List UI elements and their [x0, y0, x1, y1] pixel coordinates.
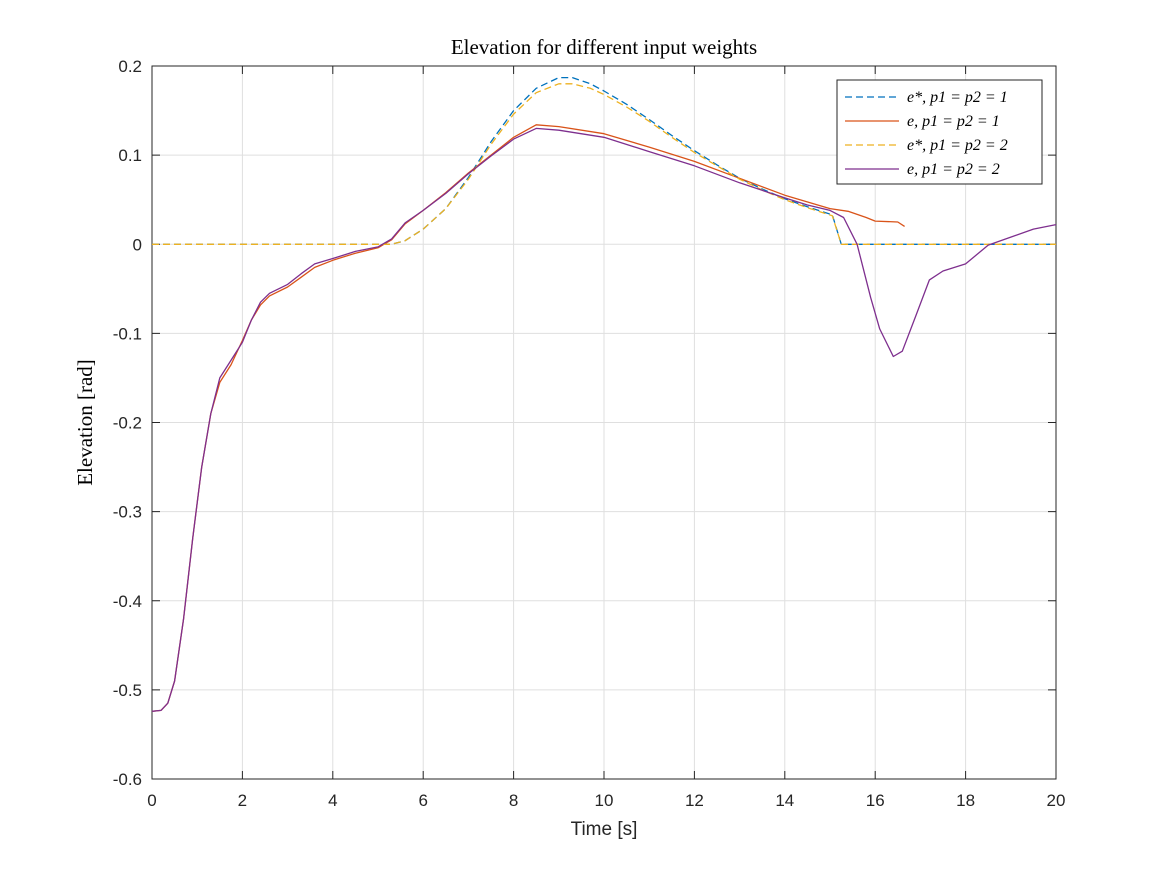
x-tick-label: 6 [418, 791, 427, 810]
legend: e*, p1 = p2 = 1 e, p1 = p2 = 1 e*, p1 = p2… [836, 79, 1043, 185]
x-axis-label: Time [s] [571, 819, 638, 840]
legend-label: e, p1 = p2 = 1 [907, 113, 1000, 130]
legend-label: e*, p1 = p2 = 2 [907, 137, 1008, 154]
x-tick-label: 14 [775, 791, 794, 810]
y-tick-label: -0.1 [113, 324, 142, 343]
series-line-4 [151, 127, 1057, 712]
y-tick-label: -0.3 [113, 503, 142, 522]
x-tick-label: 0 [147, 791, 156, 810]
x-tick-label: 16 [866, 791, 885, 810]
x-tick-label: 8 [509, 791, 518, 810]
axis-ticks: 0 2 4 6 8 10 12 14 16 18 20 0.2 0.1 0 -0.1 -0.2 -0.3 -0.4… [113, 57, 1066, 810]
y-tick-label: -0.5 [113, 681, 142, 700]
y-tick-label: 0.1 [118, 146, 142, 165]
x-tick-label: 2 [238, 791, 247, 810]
x-tick-label: 18 [956, 791, 975, 810]
y-tick-label: -0.2 [113, 414, 142, 433]
y-axis-label: Elevation [rad] [73, 359, 97, 486]
chart-title: Elevation for different input weights [451, 35, 757, 59]
y-tick-label: -0.4 [113, 592, 142, 611]
series-layer [151, 76, 1057, 712]
legend-label: e*, p1 = p2 = 1 [907, 89, 1008, 106]
x-tick-label: 4 [328, 791, 337, 810]
series-line-2 [151, 124, 905, 712]
legend-label: e, p1 = p2 = 2 [907, 161, 1000, 178]
x-tick-label: 10 [595, 791, 614, 810]
y-tick-label: 0 [133, 235, 142, 254]
y-tick-label: -0.6 [113, 770, 142, 789]
y-tick-label: 0.2 [118, 57, 142, 76]
series-line-1 [152, 76, 1056, 245]
x-tick-label: 12 [685, 791, 704, 810]
x-tick-label: 20 [1047, 791, 1066, 810]
